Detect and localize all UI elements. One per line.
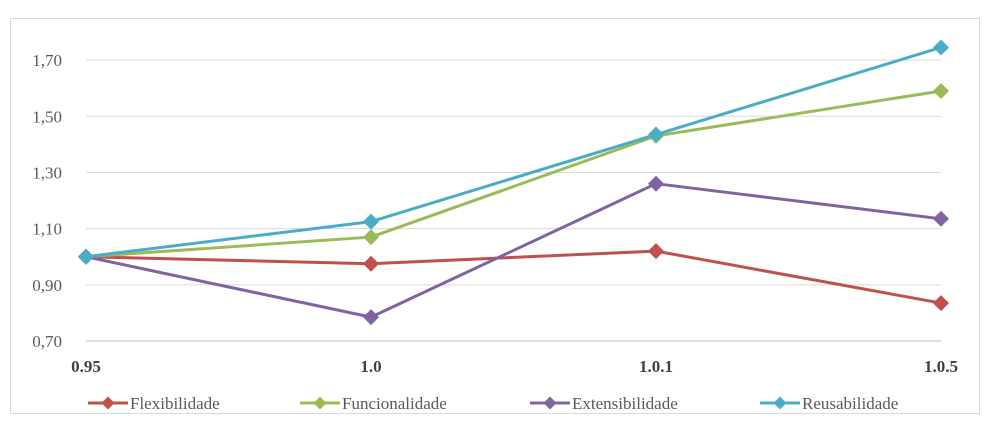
data-point <box>933 295 949 312</box>
data-point <box>933 39 949 56</box>
series-reusabilidade <box>78 39 949 265</box>
chart-border <box>10 18 980 414</box>
y-tick-label: 1,30 <box>32 163 62 182</box>
gridlines <box>86 59 941 342</box>
series-funcionalidade <box>78 82 949 265</box>
data-point <box>363 255 379 272</box>
series-line <box>85 46 942 259</box>
x-axis: 0.95 1.0 1.0.1 1.0.5 <box>71 340 958 376</box>
legend-label: Extensibilidade <box>572 394 678 413</box>
legend-label: Flexibilidade <box>130 394 220 413</box>
legend-marker <box>773 396 787 410</box>
legend-label: Reusabilidade <box>802 394 898 413</box>
data-point <box>648 126 664 143</box>
y-tick-label: 1,50 <box>32 107 62 126</box>
y-axis-ticks: 0,70 0,90 1,10 1,30 1,50 1,70 <box>32 51 62 351</box>
legend-item-funcionalidade: Funcionalidade <box>300 394 447 413</box>
legend-marker <box>313 396 327 410</box>
y-tick-label: 1,70 <box>32 51 62 70</box>
data-point <box>933 210 949 227</box>
legend: Flexibilidade Funcionalidade Extensibilida… <box>88 394 898 413</box>
series-line <box>85 182 942 319</box>
data-point <box>648 243 664 260</box>
series-line <box>85 89 942 259</box>
x-tick-label: 1.0 <box>360 357 381 376</box>
series-flexibilidade <box>78 243 949 312</box>
legend-marker <box>543 396 557 410</box>
x-tick-label: 1.0.5 <box>924 357 958 376</box>
legend-label: Funcionalidade <box>342 394 447 413</box>
x-tick-label: 0.95 <box>71 357 101 376</box>
legend-marker <box>101 396 115 410</box>
x-tick-label: 1.0.1 <box>639 357 673 376</box>
legend-item-flexibilidade: Flexibilidade <box>88 394 220 413</box>
y-tick-label: 1,10 <box>32 220 62 239</box>
y-tick-label: 0,90 <box>32 276 62 295</box>
series-line <box>85 249 942 305</box>
y-tick-label: 0,70 <box>32 332 62 351</box>
legend-item-extensibilidade: Extensibilidade <box>530 394 678 413</box>
series-extensibilidade <box>78 175 949 326</box>
legend-item-reusabilidade: Reusabilidade <box>760 394 898 413</box>
data-point <box>363 309 379 326</box>
data-point <box>933 82 949 99</box>
data-point <box>78 248 94 265</box>
data-point <box>363 229 379 246</box>
series-layer <box>78 39 949 326</box>
data-point <box>648 175 664 192</box>
data-point <box>363 213 379 230</box>
